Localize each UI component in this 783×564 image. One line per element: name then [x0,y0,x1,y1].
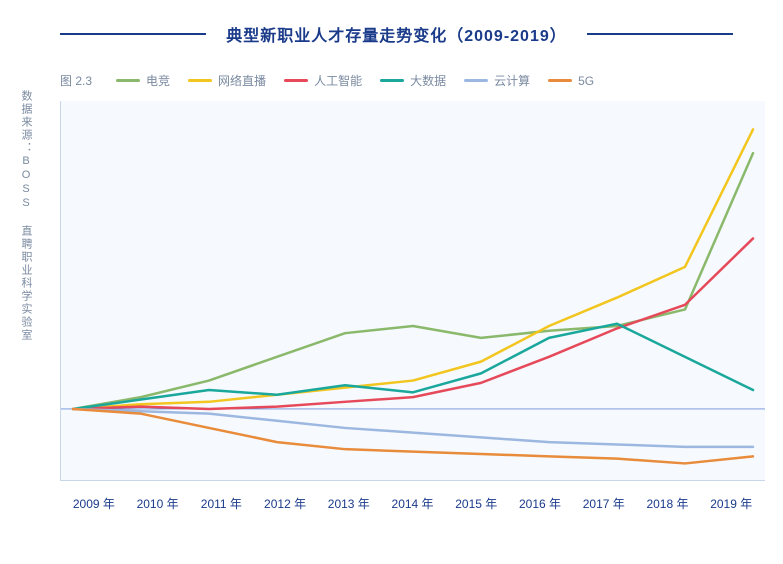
series-line [73,238,753,409]
title-rule-right [587,33,733,35]
x-tick-label: 2013 年 [317,495,381,512]
title-rule-left [60,33,206,35]
legend-swatch [464,79,488,82]
x-axis-labels: 2009 年2010 年2011 年2012 年2013 年2014 年2015… [60,481,765,512]
x-tick-label: 2014 年 [381,495,445,512]
x-tick-label: 2012 年 [253,495,317,512]
x-tick-label: 2016 年 [508,495,572,512]
figure-number: 图 2.3 [60,72,92,89]
x-tick-label: 2019 年 [699,495,763,512]
series-line [73,129,753,409]
series-line [73,409,753,463]
x-tick-label: 2017 年 [572,495,636,512]
legend-swatch [116,79,140,82]
series-line [73,409,753,447]
data-source-label: 数据来源：BOSS 直聘职业科学实验室 [18,90,34,342]
legend-item: 云计算 [464,72,530,89]
x-tick-label: 2009 年 [62,495,126,512]
legend: 图 2.3 电竞 网络直播 人工智能 大数据 云计算 5G [60,72,765,89]
legend-label: 大数据 [410,72,446,89]
legend-label: 云计算 [494,72,530,89]
x-tick-label: 2015 年 [444,495,508,512]
legend-item: 人工智能 [284,72,362,89]
plot-area [60,101,765,481]
x-tick-label: 2011 年 [189,495,253,512]
figure: 图 2.3 电竞网络直播人工智能大数据云计算5G 2009 年2010 年201… [60,72,765,512]
line-chart-svg [61,101,765,480]
legend-item: 大数据 [380,72,446,89]
chart-title: 典型新职业人才存量走势变化（2009-2019） [226,22,567,46]
legend-item: 电竞 [116,72,170,89]
chart-title-row: 典型新职业人才存量走势变化（2009-2019） [0,0,783,46]
legend-swatch [548,79,572,82]
legend-item: 5G [548,74,594,88]
legend-swatch [284,79,308,82]
legend-label: 电竞 [146,72,170,89]
legend-label: 人工智能 [314,72,362,89]
x-tick-label: 2010 年 [126,495,190,512]
legend-swatch [188,79,212,82]
legend-label: 5G [578,74,594,88]
legend-label: 网络直播 [218,72,266,89]
legend-item: 网络直播 [188,72,266,89]
x-tick-label: 2018 年 [636,495,700,512]
legend-swatch [380,79,404,82]
